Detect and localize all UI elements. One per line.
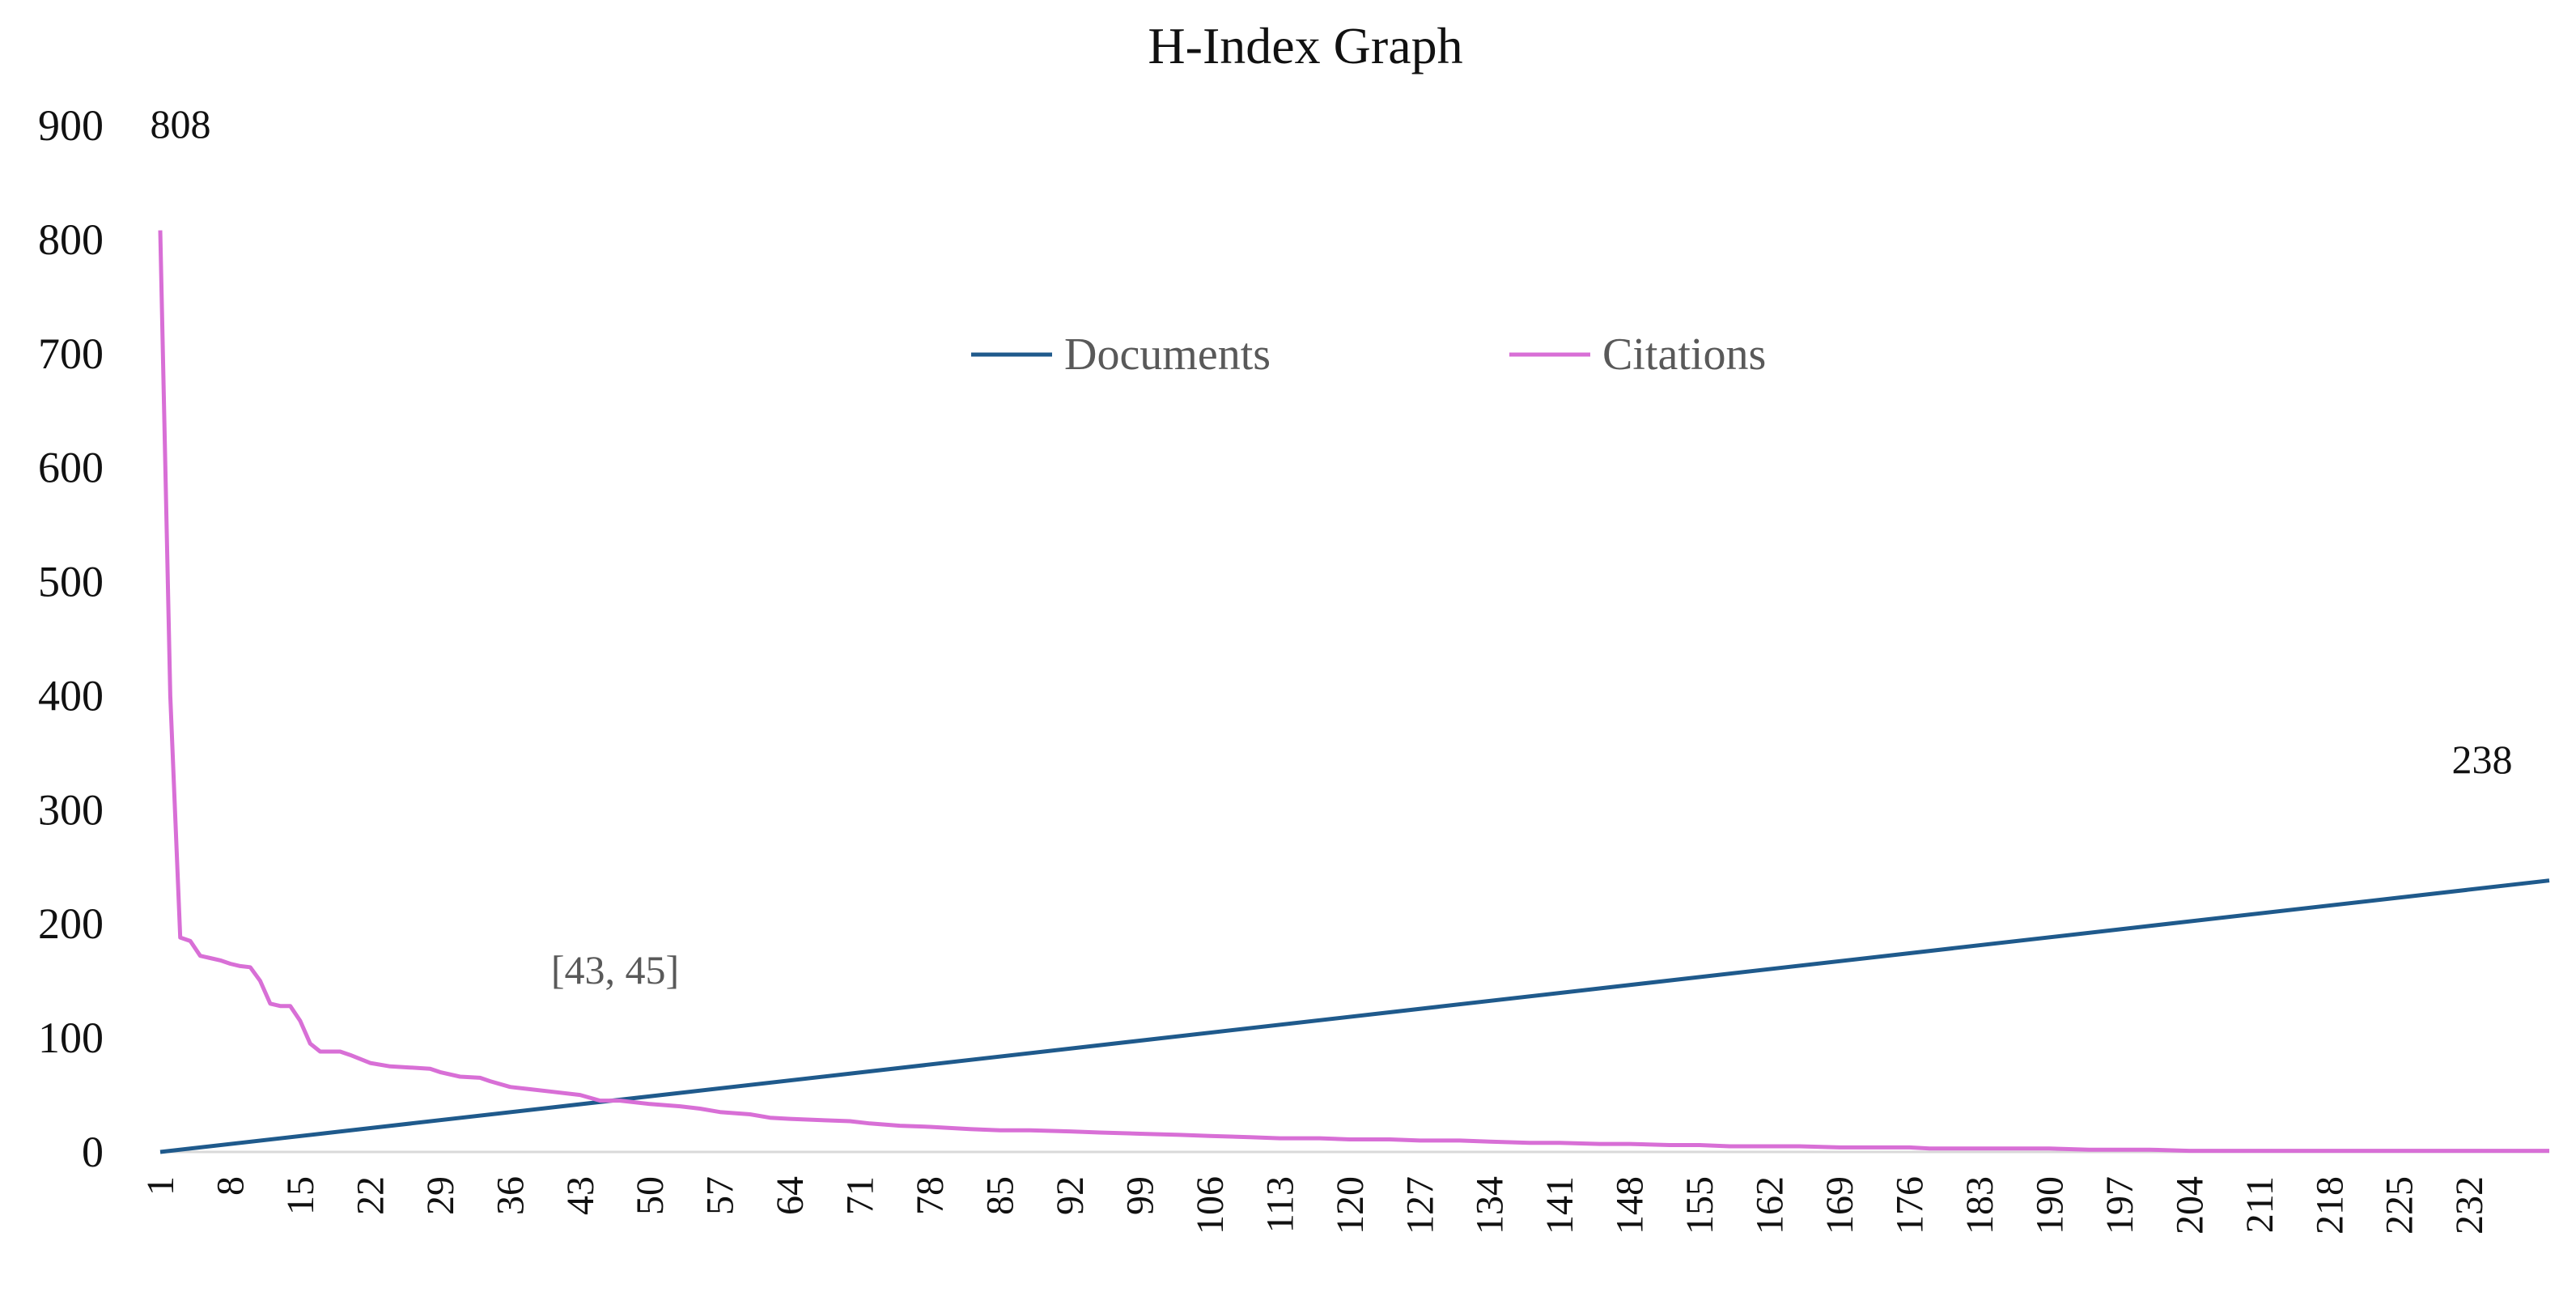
data-label: 238	[2452, 737, 2513, 782]
legend: Documents Citations	[971, 329, 1766, 380]
x-tick-label: 141	[1538, 1176, 1581, 1235]
x-tick-label: 225	[2379, 1176, 2421, 1235]
x-tick-label: 113	[1258, 1176, 1301, 1233]
x-tick-label: 197	[2099, 1176, 2141, 1235]
x-tick-label: 232	[2448, 1176, 2491, 1235]
data-labels: 808 238 [43, 45]	[151, 101, 2513, 992]
y-tick-label: 800	[38, 215, 104, 264]
x-tick-label: 218	[2308, 1176, 2351, 1235]
x-tick-label: 36	[489, 1176, 532, 1215]
y-tick-label: 100	[38, 1014, 104, 1062]
y-tick-label: 600	[38, 444, 104, 492]
x-tick-label: 15	[279, 1176, 322, 1215]
x-tick-label: 148	[1609, 1176, 1652, 1235]
legend-label-citations: Citations	[1602, 329, 1766, 380]
x-tick-label: 64	[769, 1176, 812, 1215]
x-tick-label: 57	[699, 1176, 742, 1215]
y-tick-label: 0	[82, 1128, 104, 1176]
x-tick-label: 120	[1329, 1176, 1372, 1235]
x-tick-label: 127	[1398, 1176, 1441, 1235]
x-tick-label: 99	[1118, 1176, 1161, 1215]
x-tick-label: 8	[209, 1176, 252, 1196]
chart-title: H-Index Graph	[1148, 17, 1462, 74]
y-tick-label: 900	[38, 101, 104, 150]
data-label: 808	[151, 101, 211, 147]
legend-label-documents: Documents	[1064, 329, 1271, 380]
series-line-documents	[159, 878, 2550, 1154]
x-tick-label: 106	[1189, 1176, 1232, 1235]
x-tick-label: 176	[1889, 1176, 1932, 1235]
x-tick-label: 71	[839, 1176, 882, 1215]
x-axis-tick-labels: 1 8 15 22 29 36 43 50 57 64 71 78 85 92 99 106 113 120 127…	[139, 1176, 2491, 1235]
data-label: [43, 45]	[551, 947, 679, 992]
x-tick-label: 85	[979, 1176, 1022, 1215]
series-layer	[158, 230, 2550, 1154]
x-tick-label: 22	[349, 1176, 392, 1215]
x-tick-label: 162	[1749, 1176, 1792, 1235]
y-tick-label: 500	[38, 558, 104, 606]
x-tick-label: 43	[559, 1176, 602, 1215]
x-tick-label: 204	[2168, 1176, 2211, 1235]
y-tick-label: 200	[38, 899, 104, 948]
x-tick-label: 155	[1678, 1176, 1721, 1235]
x-tick-label: 169	[1818, 1176, 1861, 1235]
x-tick-label: 211	[2239, 1176, 2281, 1233]
x-tick-label: 183	[1959, 1176, 2001, 1235]
y-axis-tick-labels: 0 100 200 300 400 500 600 700 800 900	[38, 101, 104, 1176]
x-tick-label: 92	[1049, 1176, 1092, 1215]
x-tick-label: 134	[1469, 1176, 1512, 1235]
x-tick-label: 190	[2028, 1176, 2071, 1235]
x-tick-label: 1	[139, 1176, 182, 1196]
y-tick-label: 300	[38, 785, 104, 834]
x-tick-label: 50	[629, 1176, 672, 1215]
x-tick-label: 29	[419, 1176, 462, 1215]
y-tick-label: 400	[38, 671, 104, 720]
series-line-citations	[158, 230, 2549, 1154]
x-tick-label: 78	[909, 1176, 952, 1215]
y-tick-label: 700	[38, 329, 104, 378]
